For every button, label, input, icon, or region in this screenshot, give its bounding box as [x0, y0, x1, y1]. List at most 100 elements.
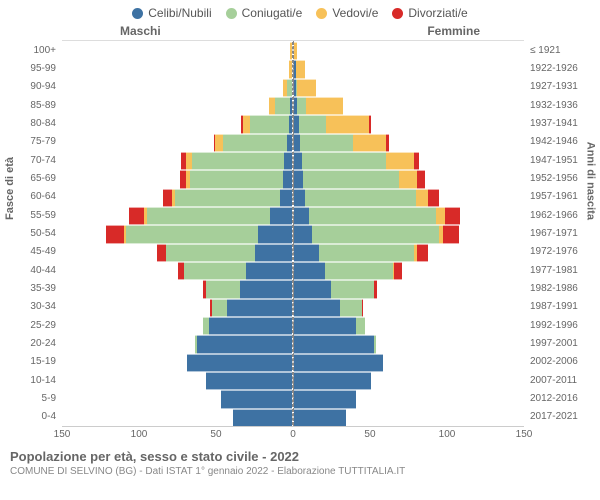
age-row: 85-891932-1936 — [62, 96, 524, 114]
age-label: 0-4 — [0, 408, 62, 426]
birth-year-label: 1962-1966 — [524, 206, 600, 224]
segment-married — [303, 170, 398, 188]
female-bar — [293, 207, 460, 223]
age-row: 65-691952-1956 — [62, 169, 524, 187]
female-title: Femmine — [427, 24, 480, 38]
segment-married — [325, 262, 393, 280]
female-bar — [293, 372, 371, 388]
birth-year-label: 1947-1951 — [524, 151, 600, 169]
segment-single — [284, 152, 292, 170]
x-tick: 150 — [516, 429, 533, 440]
segment-widowed — [215, 134, 223, 152]
birth-year-label: 2012-2016 — [524, 389, 600, 407]
age-label: 65-69 — [0, 169, 62, 187]
birth-year-label: 1927-1931 — [524, 78, 600, 96]
plot-area: 100+≤ 192195-991922-192690-941927-193185… — [62, 40, 524, 426]
segment-single — [294, 280, 331, 298]
segment-single — [294, 335, 374, 353]
age-row: 75-791942-1946 — [62, 133, 524, 151]
male-bar — [157, 244, 294, 260]
age-label: 20-24 — [0, 334, 62, 352]
legend-label: Celibi/Nubili — [148, 6, 211, 20]
male-bar — [178, 262, 293, 278]
age-label: 40-44 — [0, 261, 62, 279]
segment-married — [331, 280, 374, 298]
female-bar — [293, 299, 363, 315]
male-bar — [106, 225, 293, 241]
age-row: 25-291992-1996 — [62, 316, 524, 334]
segment-widowed — [353, 134, 387, 152]
female-bar — [293, 42, 297, 58]
legend-label: Coniugati/e — [242, 6, 303, 20]
female-bar — [293, 225, 459, 241]
segment-single — [206, 372, 292, 390]
segment-married — [302, 152, 387, 170]
age-label: 95-99 — [0, 59, 62, 77]
birth-year-label: 2017-2021 — [524, 408, 600, 426]
segment-married — [312, 225, 438, 243]
age-row: 90-941927-1931 — [62, 78, 524, 96]
segment-single — [294, 225, 312, 243]
female-bar — [293, 134, 389, 150]
legend-swatch — [316, 8, 327, 19]
female-bar — [293, 97, 343, 113]
segment-widowed — [416, 189, 428, 207]
birth-year-label: 1937-1941 — [524, 114, 600, 132]
segment-married — [250, 115, 289, 133]
segment-widowed — [326, 115, 369, 133]
segment-widowed — [243, 115, 251, 133]
segment-divorced — [163, 189, 172, 207]
birth-year-label: 1942-1946 — [524, 133, 600, 151]
segment-married — [319, 244, 414, 262]
age-label: 30-34 — [0, 298, 62, 316]
segment-married — [212, 299, 227, 317]
age-row: 45-491972-1976 — [62, 243, 524, 261]
birth-year-label: 1967-1971 — [524, 224, 600, 242]
age-row: 95-991922-1926 — [62, 59, 524, 77]
segment-single — [287, 134, 292, 152]
birth-year-label: 1932-1936 — [524, 96, 600, 114]
segment-married — [356, 317, 365, 335]
birth-year-label: ≤ 1921 — [524, 41, 600, 59]
female-bar — [293, 152, 419, 168]
segment-widowed — [296, 60, 305, 78]
segment-married — [374, 335, 376, 353]
female-bar — [293, 189, 439, 205]
segment-married — [184, 262, 246, 280]
legend-swatch — [132, 8, 143, 19]
female-bar — [293, 79, 316, 95]
age-row: 50-541967-1971 — [62, 224, 524, 242]
segment-single — [294, 372, 371, 390]
male-bar — [203, 317, 293, 333]
birth-year-label: 1987-1991 — [524, 298, 600, 316]
legend-item: Celibi/Nubili — [132, 6, 211, 20]
age-label: 70-74 — [0, 151, 62, 169]
segment-widowed — [306, 97, 343, 115]
segment-single — [270, 207, 292, 225]
age-row: 15-192002-2006 — [62, 353, 524, 371]
birth-year-label: 1952-1956 — [524, 169, 600, 187]
male-bar — [269, 97, 293, 113]
x-tick: 100 — [131, 429, 148, 440]
female-bar — [293, 317, 365, 333]
segment-widowed — [399, 170, 417, 188]
segment-divorced — [369, 115, 371, 133]
female-bar — [293, 409, 346, 425]
age-row: 80-841937-1941 — [62, 114, 524, 132]
legend-label: Divorziati/e — [408, 6, 467, 20]
segment-single — [294, 317, 356, 335]
segment-married — [126, 225, 258, 243]
segment-single — [209, 317, 292, 335]
male-bar — [241, 115, 293, 131]
age-label: 85-89 — [0, 96, 62, 114]
segment-single — [233, 409, 292, 427]
x-tick: 100 — [439, 429, 456, 440]
chart-subtitle: COMUNE DI SELVINO (BG) - Dati ISTAT 1° g… — [10, 466, 590, 477]
age-row: 30-341987-1991 — [62, 298, 524, 316]
male-bar — [180, 170, 293, 186]
male-bar — [214, 134, 294, 150]
male-bar — [163, 189, 293, 205]
segment-single — [294, 354, 383, 372]
segment-single — [227, 299, 292, 317]
segment-divorced — [374, 280, 377, 298]
